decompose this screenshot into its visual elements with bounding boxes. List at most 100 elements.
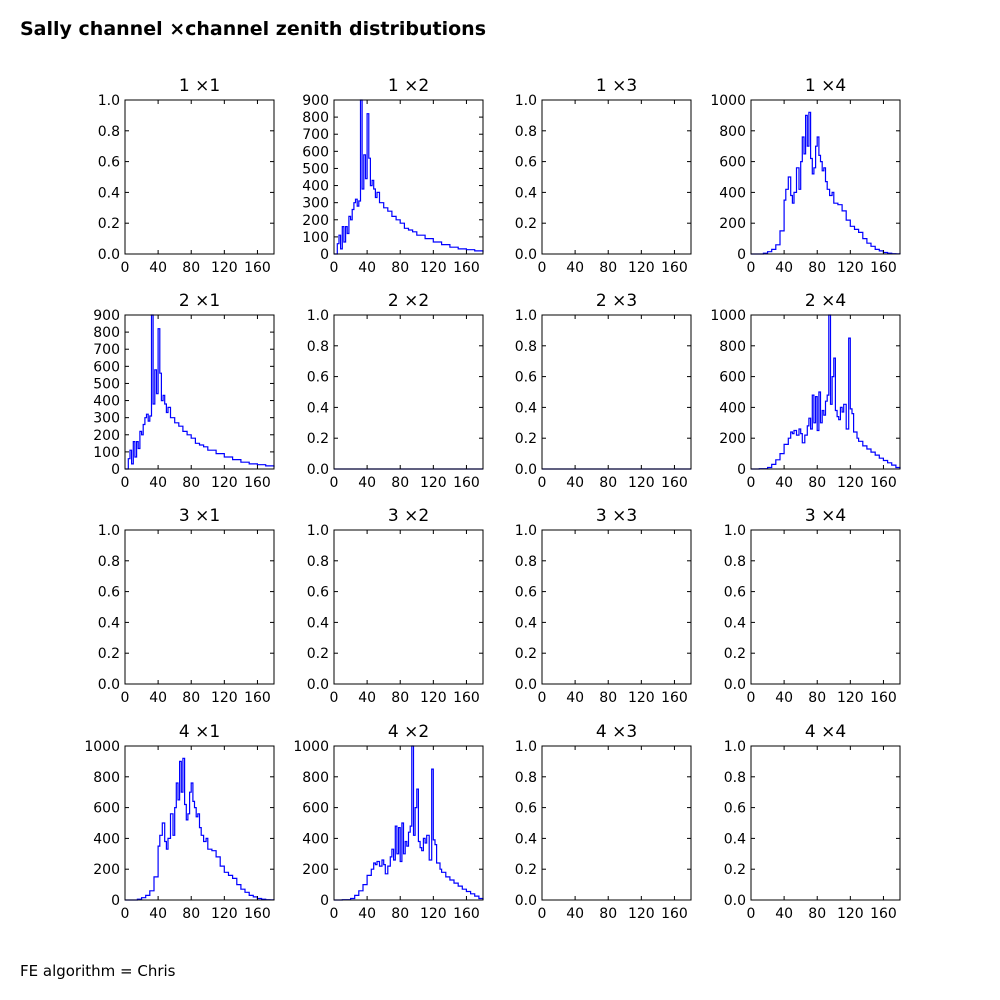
subplot-4-3: 4 ×3 0 40 80 120 160 0.0 0.2 0.4 0.6 0.8 1.0 (515, 722, 692, 922)
x-tick-label: 120 (420, 906, 447, 922)
x-tick-label: 40 (149, 906, 167, 922)
axes-frame (541, 529, 692, 685)
x-tick-label: 0 (330, 906, 339, 922)
y-tick-label: 0.8 (724, 554, 746, 570)
x-tick-label: 40 (775, 260, 793, 276)
x-tick-label: 120 (211, 475, 238, 491)
x-tick-label: 160 (870, 690, 897, 706)
x-tick-label: 40 (358, 906, 376, 922)
y-tick-label: 1000 (293, 739, 329, 755)
y-tick-label: 0.0 (515, 677, 537, 693)
axes-frame (541, 314, 692, 470)
axes-frame (750, 529, 901, 685)
x-tick-label: 40 (566, 475, 584, 491)
series-line-1 (334, 745, 484, 901)
y-tick-label: 200 (302, 862, 329, 878)
y-tick-label: 500 (93, 376, 120, 392)
x-tick-label: 80 (599, 475, 617, 491)
subplot-title: 4 ×3 (596, 722, 637, 742)
y-tick-label: 0.2 (515, 862, 537, 878)
y-tick-label: 0.4 (724, 615, 746, 631)
series-line-1 (751, 314, 901, 470)
axes-frame (124, 529, 275, 685)
y-tick-label: 800 (302, 770, 329, 786)
y-tick-label: 0 (111, 893, 120, 909)
x-tick-label: 40 (775, 475, 793, 491)
y-tick-label: 300 (93, 411, 120, 427)
y-tick-label: 1.0 (98, 523, 120, 539)
x-tick-label: 160 (244, 475, 271, 491)
y-tick-label: 900 (302, 93, 329, 109)
y-tick-label: 0 (320, 893, 329, 909)
y-tick-label: 1.0 (307, 308, 329, 324)
x-tick-label: 80 (182, 475, 200, 491)
x-tick-label: 80 (808, 475, 826, 491)
x-tick-label: 0 (121, 906, 130, 922)
series-line-1 (334, 99, 484, 255)
y-tick-label: 0.6 (515, 155, 537, 171)
y-tick-label: 0.0 (307, 677, 329, 693)
x-tick-label: 160 (870, 906, 897, 922)
subplot-title: 4 ×4 (805, 722, 846, 742)
x-tick-label: 0 (747, 690, 756, 706)
y-tick-label: 0.0 (724, 677, 746, 693)
axes-frame (333, 745, 484, 901)
x-tick-label: 0 (330, 690, 339, 706)
subplot-3-2: 3 ×2 0 40 80 120 160 0.0 0.2 0.4 0.6 0.8 1.0 (307, 506, 484, 706)
subplot-3-1: 3 ×1 0 40 80 120 160 0.0 0.2 0.4 0.6 0.8 1.0 (98, 506, 275, 706)
y-tick-label: 600 (302, 144, 329, 160)
x-tick-label: 80 (808, 690, 826, 706)
x-tick-label: 80 (182, 906, 200, 922)
series-line-1 (751, 111, 901, 255)
y-tick-label: 0.6 (515, 370, 537, 386)
y-tick-label: 0.0 (98, 247, 120, 263)
y-tick-label: 0.2 (515, 216, 537, 232)
x-tick-label: 80 (182, 260, 200, 276)
subplot-title: 1 ×2 (388, 76, 429, 96)
axes-frame (124, 99, 275, 255)
subplot-title: 3 ×3 (596, 506, 637, 526)
x-tick-label: 120 (837, 690, 864, 706)
axes-frame (750, 314, 901, 470)
y-tick-label: 600 (93, 359, 120, 375)
y-tick-label: 0 (111, 462, 120, 478)
y-tick-label: 0.6 (515, 585, 537, 601)
y-tick-label: 400 (93, 394, 120, 410)
subplot-1-3: 1 ×3 0 40 80 120 160 0.0 0.2 0.4 0.6 0.8 1.0 (515, 76, 692, 276)
y-tick-label: 1.0 (515, 523, 537, 539)
y-tick-label: 0.6 (724, 585, 746, 601)
axes-frame (541, 99, 692, 255)
x-tick-label: 160 (870, 475, 897, 491)
axes-frame (750, 99, 901, 255)
y-tick-label: 1.0 (307, 523, 329, 539)
subplot-2-4: 2 ×4 0 40 80 120 160 0 200 400 600 800 1000 (710, 291, 901, 491)
x-tick-label: 120 (211, 690, 238, 706)
y-tick-label: 0.4 (515, 185, 537, 201)
y-tick-label: 0.6 (515, 801, 537, 817)
y-tick-label: 1.0 (724, 739, 746, 755)
y-tick-label: 200 (719, 216, 746, 232)
y-tick-label: 0.8 (724, 770, 746, 786)
x-tick-label: 80 (808, 906, 826, 922)
x-tick-label: 160 (244, 906, 271, 922)
x-tick-label: 80 (599, 906, 617, 922)
subplot-title: 2 ×4 (805, 291, 846, 311)
x-tick-label: 120 (837, 475, 864, 491)
x-tick-label: 120 (628, 690, 655, 706)
y-tick-label: 400 (302, 831, 329, 847)
subplot-title: 2 ×1 (179, 291, 220, 311)
subplot-2-3: 2 ×3 0 40 80 120 160 0.0 0.2 0.4 0.6 0.8 1.0 (515, 291, 692, 491)
x-tick-label: 40 (149, 690, 167, 706)
y-tick-label: 0 (737, 462, 746, 478)
y-tick-label: 0.8 (515, 554, 537, 570)
y-tick-label: 800 (719, 339, 746, 355)
x-tick-label: 80 (391, 475, 409, 491)
y-tick-label: 200 (93, 428, 120, 444)
x-tick-label: 40 (358, 690, 376, 706)
x-tick-label: 0 (330, 475, 339, 491)
y-tick-label: 1000 (710, 308, 746, 324)
x-tick-label: 120 (211, 906, 238, 922)
x-tick-label: 120 (628, 906, 655, 922)
subplot-4-2: 4 ×2 0 40 80 120 160 0 200 400 600 800 1000 (293, 722, 484, 922)
